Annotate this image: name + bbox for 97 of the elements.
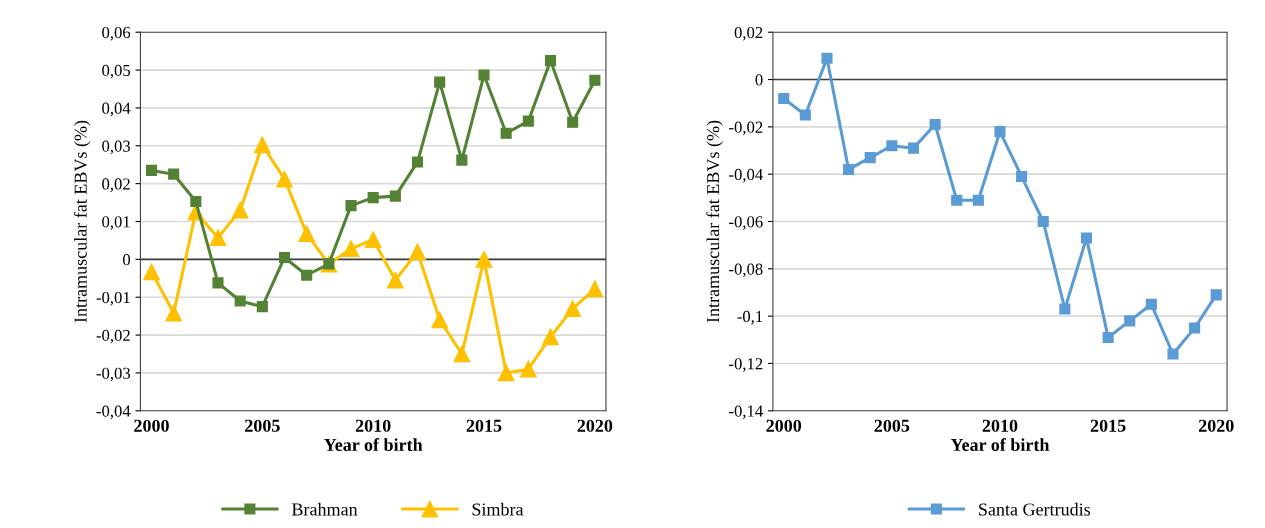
point (342, 240, 360, 258)
point (1167, 348, 1179, 360)
point (1080, 232, 1093, 244)
point (190, 195, 202, 207)
y-axis-title: Intramuscular fat EBVs (%) (706, 120, 723, 323)
point (497, 364, 515, 382)
y-tick-label: 0 (755, 74, 763, 86)
point (231, 201, 249, 219)
point (799, 109, 811, 121)
point (475, 251, 493, 268)
point (542, 328, 559, 346)
point (168, 168, 180, 180)
point (434, 76, 446, 88)
point (256, 301, 268, 313)
legend-label: Santa Gertrudis (979, 502, 1091, 516)
legend-label: Simbra (472, 502, 524, 516)
y-tick-label: 0,05 (102, 64, 131, 79)
point (1102, 331, 1114, 343)
point (1037, 215, 1049, 228)
point (364, 231, 382, 249)
point (1016, 170, 1028, 183)
point (951, 194, 963, 206)
x-tick-label: 2000 (766, 419, 802, 432)
x-tick-label: 2010 (355, 419, 391, 432)
point (564, 300, 582, 317)
x-tick-label: 2015 (1090, 419, 1126, 432)
x-tick-label: 2015 (466, 419, 502, 432)
point (478, 69, 490, 81)
y-tick-label: 0,03 (102, 140, 131, 155)
point (278, 251, 291, 264)
y-tick-label: -0,08 (729, 263, 763, 278)
x-tick-label: 2020 (577, 419, 613, 432)
point (345, 200, 357, 212)
point (994, 126, 1006, 138)
point (389, 190, 401, 202)
x-tick-label: 2000 (134, 419, 169, 432)
y-tick-label: 0,02 (734, 26, 763, 41)
point (254, 136, 271, 154)
point (276, 170, 293, 188)
point (234, 295, 246, 307)
point (143, 263, 160, 281)
point (821, 52, 833, 64)
point (1210, 289, 1222, 301)
point (778, 92, 790, 105)
y-tick-label: -0,14 (729, 405, 763, 420)
y-axis-title: Intramuscular fat EBVs (%) (73, 120, 91, 323)
y-tick-label: -0,02 (729, 121, 763, 136)
x-tick-label: 2010 (982, 419, 1018, 432)
y-tick-label: -0,04 (729, 168, 763, 183)
point (929, 118, 941, 131)
x-axis-title: Year of birth (950, 438, 1050, 451)
point (886, 140, 898, 152)
point (972, 194, 984, 206)
point (301, 269, 313, 281)
y-tick-label: 0,01 (102, 216, 130, 230)
point (367, 192, 379, 204)
y-tick-label: -0,03 (96, 367, 131, 382)
x-tick-label: 2005 (245, 419, 280, 432)
x-tick-label: 2020 (1198, 419, 1234, 432)
point (1124, 315, 1136, 327)
point (411, 156, 424, 168)
y-tick-label: 0,04 (102, 102, 131, 117)
point (589, 74, 601, 86)
point (567, 116, 579, 128)
point (209, 229, 227, 247)
point (843, 163, 855, 175)
point (864, 152, 876, 164)
point (453, 345, 471, 363)
point (1059, 303, 1071, 315)
point (907, 142, 920, 154)
y-tick-label: -0,12 (729, 358, 763, 372)
y-tick-label: -0,1 (737, 310, 763, 325)
y-tick-label: -0,01 (96, 291, 130, 306)
point (387, 271, 404, 289)
point (431, 311, 449, 329)
point (522, 115, 534, 127)
point (409, 243, 426, 261)
point (212, 277, 224, 289)
y-tick-label: -0,06 (729, 216, 763, 230)
y-tick-label: 0,06 (102, 26, 131, 41)
point (500, 127, 512, 139)
y-tick-label: 0 (122, 254, 131, 266)
point (1145, 298, 1157, 310)
point (586, 280, 604, 298)
point (520, 360, 537, 378)
point (165, 304, 183, 322)
point (145, 164, 158, 176)
y-tick-label: -0,02 (96, 329, 130, 344)
point (298, 225, 316, 242)
point (544, 55, 557, 67)
x-tick-label: 2005 (874, 419, 910, 432)
legend-label: Brahman (291, 502, 358, 516)
point (1189, 322, 1201, 334)
x-axis-title: Year of birth (324, 438, 423, 451)
point (456, 154, 468, 166)
y-tick-label: -0,04 (96, 405, 131, 420)
y-tick-label: 0,02 (102, 178, 130, 192)
